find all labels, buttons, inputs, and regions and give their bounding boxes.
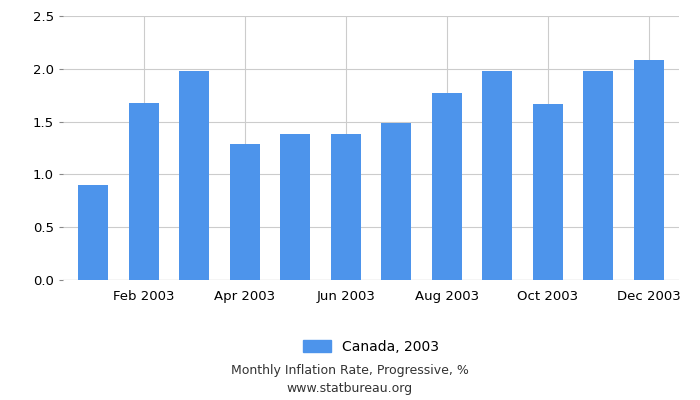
Bar — [583, 71, 613, 280]
Bar — [330, 134, 361, 280]
Bar — [432, 93, 462, 280]
Bar — [230, 144, 260, 280]
Bar — [280, 134, 310, 280]
Bar — [482, 71, 512, 280]
Text: www.statbureau.org: www.statbureau.org — [287, 382, 413, 395]
Bar — [381, 123, 412, 280]
Bar — [78, 185, 108, 280]
Bar — [634, 60, 664, 280]
Bar — [179, 71, 209, 280]
Bar — [129, 102, 159, 280]
Legend: Canada, 2003: Canada, 2003 — [298, 334, 444, 360]
Bar — [533, 104, 563, 280]
Text: Monthly Inflation Rate, Progressive, %: Monthly Inflation Rate, Progressive, % — [231, 364, 469, 377]
